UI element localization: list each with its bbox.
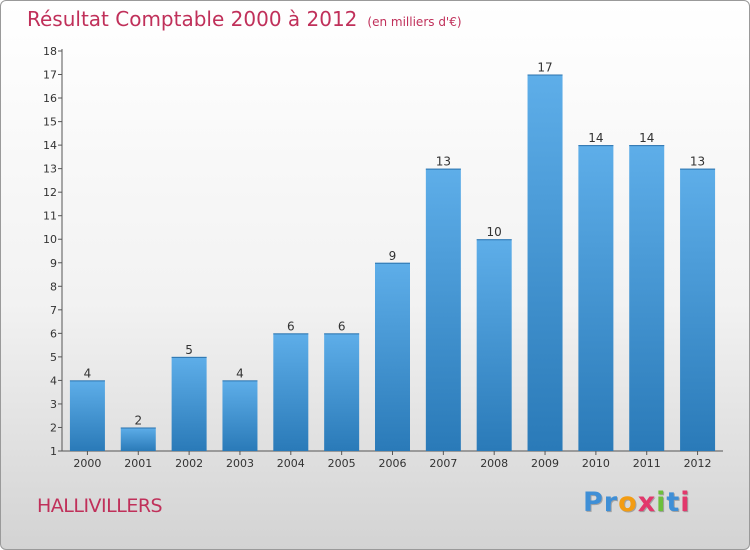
bar [476,239,512,451]
y-tick-label: 2 [50,421,57,434]
y-tick-label: 4 [50,374,57,387]
bar-value-label: 17 [537,61,552,75]
bar [273,333,309,451]
bar [680,168,716,451]
bar [578,145,614,451]
y-tick-label: 5 [50,351,57,364]
bar-value-label: 10 [487,225,502,239]
bar-value-label: 13 [690,155,705,169]
logo-letter: i [680,487,691,518]
proxiti-logo[interactable]: Proxiti [583,487,691,518]
bar [222,380,258,451]
x-tick-label: 2002 [175,457,203,470]
bar [527,74,563,451]
x-tick-label: 2008 [480,457,508,470]
y-tick-label: 16 [43,92,57,105]
bar [69,380,105,451]
chart-title: Résultat Comptable 2000 à 2012 (en millie… [27,7,462,31]
logo-letter: o [618,487,638,518]
bar-value-label: 14 [639,131,654,145]
x-tick-label: 2001 [124,457,152,470]
logo-letter: x [637,487,657,518]
x-tick-label: 2005 [328,457,356,470]
x-tick-label: 2011 [633,457,661,470]
x-tick-label: 2007 [429,457,457,470]
bar [120,427,156,451]
chart-subtitle: (en milliers d'€) [367,15,462,29]
chart-title-text: Résultat Comptable 2000 à 2012 [27,7,358,31]
x-tick-label: 2000 [73,457,101,470]
bar [375,262,410,451]
bar [629,145,665,451]
logo-letter: t [666,487,681,518]
x-tick-label: 2004 [277,457,305,470]
bar-value-label: 14 [588,131,603,145]
y-tick-label: 6 [50,327,57,340]
bar-value-label: 5 [185,343,193,357]
logo-letter: P [583,487,604,518]
y-tick-label: 14 [43,139,57,152]
y-tick-label: 11 [43,210,57,223]
y-tick-label: 1 [50,445,57,458]
y-tick-label: 9 [50,257,57,270]
bar-value-label: 2 [134,413,142,427]
y-tick-label: 15 [43,116,57,129]
y-tick-label: 8 [50,280,57,293]
city-name: HALLIVILLERS [37,495,163,517]
y-tick-label: 12 [43,186,57,199]
bar-value-label: 4 [84,366,92,380]
x-tick-label: 2009 [531,457,559,470]
x-tick-label: 2012 [684,457,712,470]
bar [324,333,360,451]
logo-letter: r [603,487,619,518]
bar-value-label: 13 [436,155,451,169]
logo-letter: i [656,487,667,518]
bar-value-label: 9 [389,249,397,263]
bar [425,168,461,451]
y-tick-label: 17 [43,69,57,82]
bar-value-label: 6 [338,319,346,333]
x-tick-label: 2010 [582,457,610,470]
y-tick-label: 10 [43,233,57,246]
bar-value-label: 6 [287,319,295,333]
x-tick-label: 2006 [379,457,407,470]
y-tick-label: 18 [43,45,57,58]
y-tick-label: 7 [50,304,57,317]
y-tick-label: 3 [50,398,57,411]
bar-value-label: 4 [236,366,244,380]
bar [171,356,207,451]
x-tick-label: 2003 [226,457,254,470]
y-tick-label: 13 [43,163,57,176]
